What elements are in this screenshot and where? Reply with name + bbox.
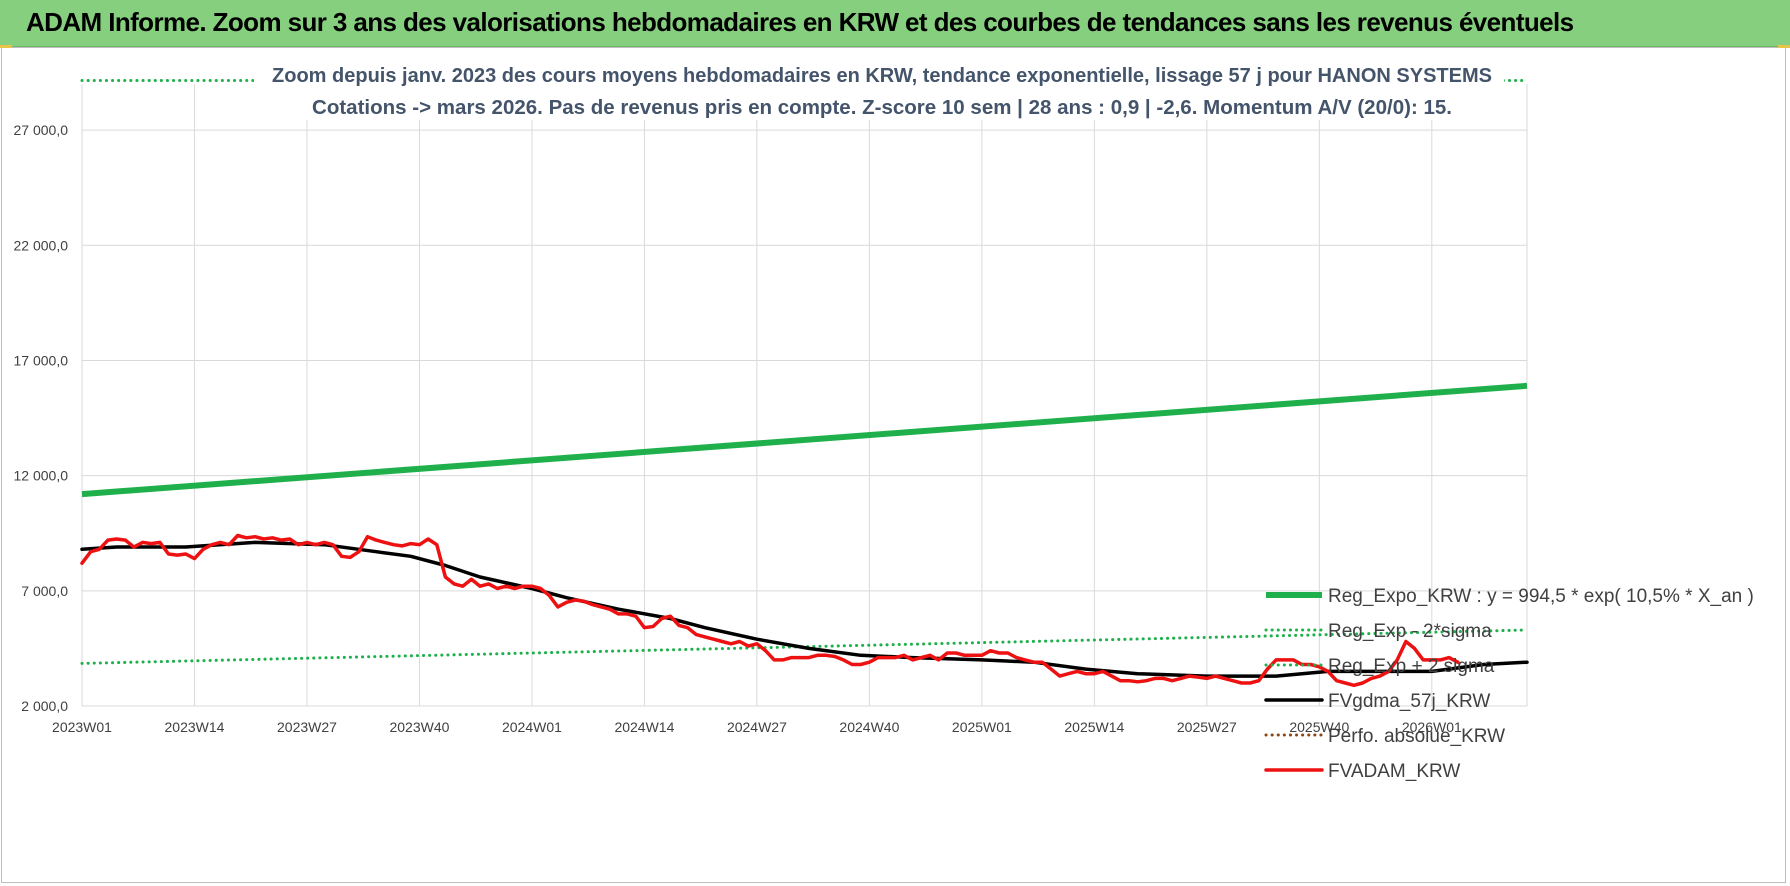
x-tick-label: 2025W40 [1289, 719, 1349, 735]
y-tick-label: 2 000,0 [21, 698, 68, 714]
y-tick-label: 17 000,0 [14, 352, 69, 368]
banner-title: ADAM Informe. Zoom sur 3 ans des valoris… [26, 7, 1574, 37]
x-tick-label: 2023W14 [165, 719, 225, 735]
chart-title-line1: Zoom depuis janv. 2023 des cours moyens … [272, 65, 1492, 87]
x-tick-label: 2024W14 [614, 719, 674, 735]
y-tick-label: 27 000,0 [14, 122, 69, 138]
x-tick-label: 2024W40 [839, 719, 899, 735]
header-banner: ADAM Informe. Zoom sur 3 ans des valoris… [0, 0, 1790, 47]
x-tick-label: 2023W40 [389, 719, 449, 735]
y-tick-label: 12 000,0 [14, 468, 69, 484]
series-fvadam-krw-line [80, 533, 1460, 688]
title-background [254, 56, 1504, 120]
x-tick-label: 2024W27 [727, 719, 787, 735]
corner-mark [1778, 45, 1790, 48]
chart-title-line2: Cotations -> mars 2026. Pas de revenus p… [312, 97, 1452, 119]
corner-mark [0, 45, 12, 48]
y-tick-label: 7 000,0 [21, 583, 68, 599]
y-tick-label: 22 000,0 [14, 237, 69, 253]
legend-label: Reg_Exp - 2*sigma [1328, 621, 1492, 642]
x-tick-label: 2025W27 [1177, 719, 1237, 735]
x-tick-label: 2025W14 [1064, 719, 1124, 735]
x-tick-label: 2026W01 [1402, 719, 1462, 735]
x-tick-label: 2023W27 [277, 719, 337, 735]
legend-label: Perfo. absolue_KRW [1328, 726, 1505, 747]
legend-label: FVADAM_KRW [1328, 761, 1460, 782]
legend-label: Reg_Expo_KRW : y = 994,5 * exp( 10,5% * … [1328, 586, 1754, 607]
chart: 2 000,0 7 000,0 12 000,0 17 000,0 22 000,0 27… [14, 56, 1754, 782]
legend-label: Reg_Exp + 2 sigma [1328, 656, 1495, 677]
legend-label: FVgdma_57j_KRW [1328, 691, 1490, 712]
x-tick-label: 2025W01 [952, 719, 1012, 735]
x-tick-label: 2024W01 [502, 719, 562, 735]
chart-frame: 2 000,0 7 000,0 12 000,0 17 000,0 22 000,0 27… [1, 47, 1786, 883]
x-tick-label: 2023W01 [52, 719, 112, 735]
series-reg-expo-krw-line [81, 382, 1528, 498]
